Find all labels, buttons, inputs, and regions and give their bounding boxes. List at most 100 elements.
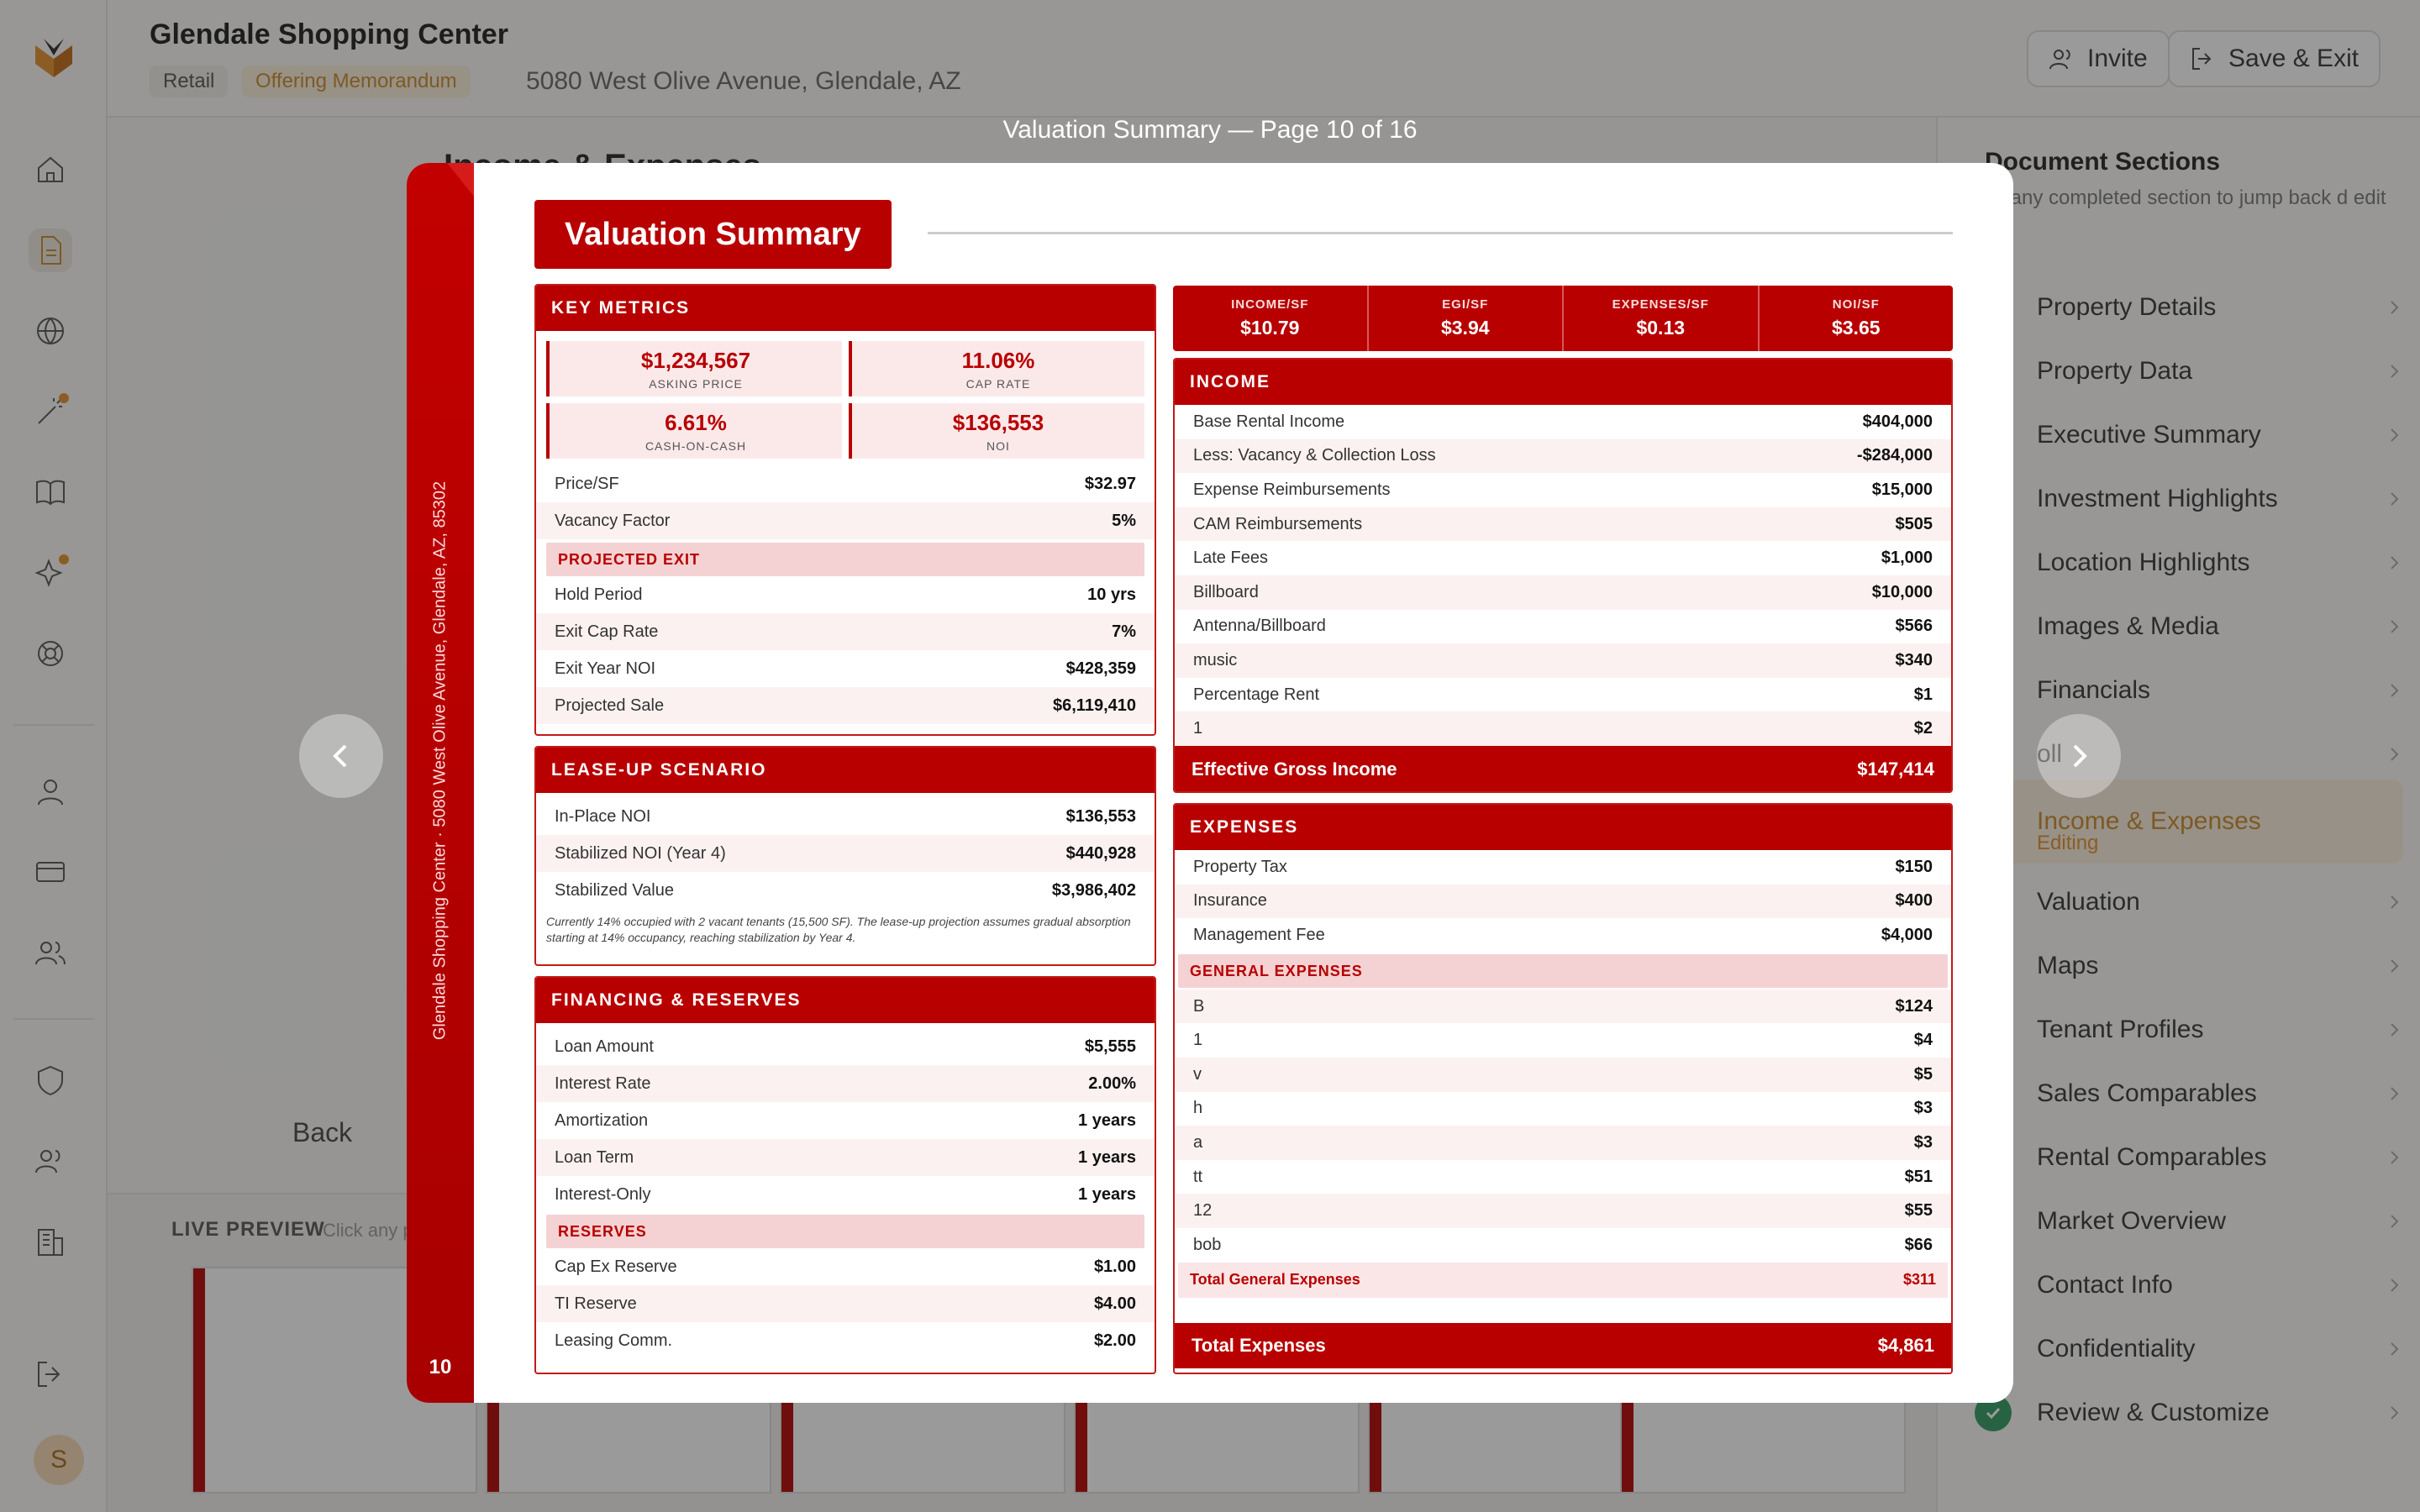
per-sf-value: $3.65: [1831, 317, 1881, 339]
users-icon[interactable]: [29, 1139, 72, 1183]
row-value: 1 years: [1078, 1110, 1136, 1130]
row-value: $4,000: [1881, 925, 1933, 944]
next-page-button[interactable]: [2037, 714, 2121, 798]
table-row: Price/SF $32.97: [536, 465, 1155, 502]
row-label: music: [1193, 650, 1238, 669]
egi-total-value: $147,414: [1857, 758, 1934, 780]
metric-label: NOI: [986, 438, 1010, 453]
row-label: Less: Vacancy & Collection Loss: [1193, 446, 1436, 465]
notification-dot: [59, 554, 69, 564]
row-value: $505: [1895, 514, 1933, 533]
team-icon[interactable]: [29, 931, 72, 974]
general-expenses-heading: GENERAL EXPENSES: [1178, 953, 1948, 988]
key-metrics-heading: KEY METRICS: [536, 286, 1155, 331]
row-value: $428,359: [1065, 659, 1136, 678]
live-preview-label: LIVE PREVIEW: [171, 1218, 325, 1241]
building-icon[interactable]: [29, 1220, 72, 1263]
row-label: Amortization: [555, 1110, 649, 1130]
document-icon[interactable]: [29, 228, 72, 272]
notification-dot: [59, 393, 69, 403]
support-icon[interactable]: [29, 632, 72, 675]
user-icon[interactable]: [29, 769, 72, 813]
row-value: $1.00: [1093, 1257, 1136, 1276]
row-value: $1: [1913, 685, 1933, 704]
chevron-right-icon: [2391, 556, 2399, 570]
table-row: Loan Amount $5,555: [536, 1028, 1155, 1065]
app-logo[interactable]: [30, 34, 77, 81]
table-row: Exit Cap Rate 7%: [536, 613, 1155, 650]
row-label: tt: [1193, 1167, 1203, 1186]
table-row: Insurance $400: [1175, 884, 1951, 919]
row-value: 5%: [1112, 511, 1136, 530]
row-value: $124: [1895, 996, 1933, 1016]
row-value: $1,000: [1881, 549, 1933, 568]
row-label: Property Tax: [1193, 857, 1287, 876]
book-icon[interactable]: [29, 470, 72, 514]
chevron-right-icon: [2391, 748, 2399, 761]
avatar[interactable]: S: [34, 1435, 84, 1485]
chevron-right-icon: [2391, 1087, 2399, 1100]
table-row: TI Reserve $4.00: [536, 1285, 1155, 1322]
table-row: Antenna/Billboard $566: [1175, 610, 1951, 644]
row-label: Billboard: [1193, 582, 1259, 601]
row-value: $136,553: [1065, 806, 1136, 826]
row-value: 1 years: [1078, 1184, 1136, 1204]
table-row: B $124: [1175, 989, 1951, 1024]
financing-heading: FINANCING & RESERVES: [536, 978, 1155, 1023]
card-icon[interactable]: [29, 850, 72, 894]
home-icon[interactable]: [29, 148, 72, 192]
table-row: Vacancy Factor 5%: [536, 502, 1155, 539]
table-row: Expense Reimbursements $15,000: [1175, 473, 1951, 507]
row-value: 1 years: [1078, 1147, 1136, 1167]
per-sf-value: $10.79: [1240, 317, 1300, 339]
row-value: $3: [1913, 1099, 1933, 1118]
chevron-right-icon: [2391, 684, 2399, 697]
row-label: Interest-Only: [555, 1184, 651, 1204]
page-preview: Glendale Shopping Center · 5080 West Oli…: [407, 163, 2013, 1403]
metric-value: $136,553: [952, 409, 1044, 435]
save-exit-button[interactable]: Save & Exit: [2168, 30, 2381, 87]
per-sf-cell: EGI/SF $3.94: [1369, 286, 1564, 351]
sparkle-icon[interactable]: [29, 551, 72, 595]
row-value: 10 yrs: [1087, 585, 1136, 604]
section-label: Tenant Profiles: [2037, 1016, 2204, 1043]
chevron-right-icon: [2391, 492, 2399, 506]
back-button[interactable]: Back: [292, 1117, 353, 1147]
shield-icon[interactable]: [29, 1058, 72, 1102]
egi-total-row: Effective Gross Income $147,414: [1175, 745, 1951, 791]
row-value: $3: [1913, 1132, 1933, 1152]
total-expenses-value: $4,861: [1877, 1334, 1934, 1356]
projected-exit-heading: PROJECTED EXIT: [546, 543, 1144, 576]
row-label: Exit Cap Rate: [555, 622, 659, 641]
row-label: Base Rental Income: [1193, 412, 1345, 431]
row-label: Projected Sale: [555, 696, 665, 715]
row-value: $340: [1895, 650, 1933, 669]
section-item[interactable]: Review & Customize: [1975, 1386, 2403, 1440]
table-row: CAM Reimbursements $505: [1175, 507, 1951, 542]
table-row: Billboard $10,000: [1175, 575, 1951, 610]
section-item[interactable]: Income & Expenses Editing: [1975, 780, 2403, 864]
row-label: Cap Ex Reserve: [555, 1257, 677, 1276]
metric-tile: $136,553 NOI: [849, 403, 1144, 459]
table-row: In-Place NOI $136,553: [536, 798, 1155, 835]
document-type-badge: Offering Memorandum: [242, 66, 471, 97]
previous-page-button[interactable]: [299, 714, 383, 798]
per-sf-label: EGI/SF: [1442, 297, 1489, 312]
globe-icon[interactable]: [29, 309, 72, 353]
row-label: Hold Period: [555, 585, 643, 604]
chevron-right-icon: [2391, 365, 2399, 378]
lease-up-heading: LEASE-UP SCENARIO: [536, 748, 1155, 793]
table-row: Interest-Only 1 years: [536, 1176, 1155, 1213]
logout-icon[interactable]: [29, 1352, 72, 1396]
magic-wand-icon[interactable]: [29, 390, 72, 433]
table-row: Management Fee $4,000: [1175, 918, 1951, 953]
section-label: Property Data: [2037, 357, 2193, 385]
table-row: music $340: [1175, 643, 1951, 678]
total-expenses-label: Total Expenses: [1192, 1334, 1326, 1356]
invite-button[interactable]: Invite: [2027, 30, 2170, 87]
lease-up-panel: LEASE-UP SCENARIO In-Place NOI $136,553 St…: [534, 746, 1156, 966]
table-row: Loan Term 1 years: [536, 1139, 1155, 1176]
key-metrics-panel: KEY METRICS $1,234,567 ASKING PRICE 11.06%…: [534, 284, 1156, 736]
row-value: $6,119,410: [1053, 696, 1136, 715]
section-label: Location Highlights: [2037, 549, 2250, 576]
